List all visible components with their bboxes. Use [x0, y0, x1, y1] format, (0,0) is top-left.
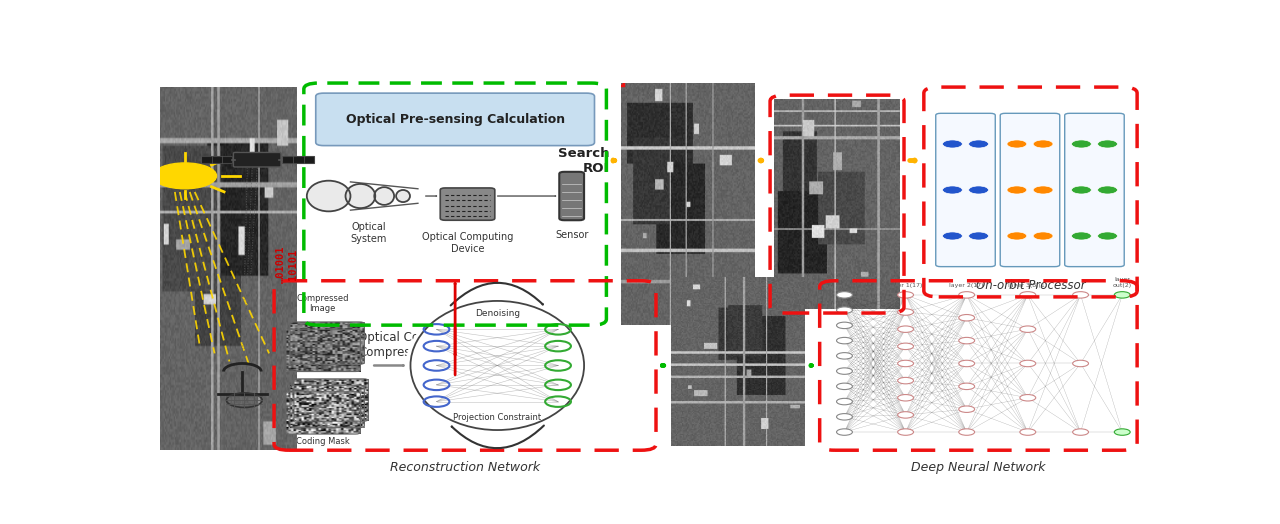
Circle shape [959, 360, 974, 367]
FancyBboxPatch shape [233, 152, 282, 167]
Circle shape [837, 429, 852, 435]
Circle shape [897, 309, 914, 315]
Circle shape [1020, 360, 1036, 367]
FancyBboxPatch shape [559, 172, 584, 220]
Circle shape [1098, 140, 1117, 148]
Circle shape [1115, 429, 1130, 435]
Circle shape [837, 368, 852, 374]
FancyBboxPatch shape [440, 188, 495, 220]
Text: layer 3(8)(1): layer 3(8)(1) [1009, 282, 1047, 288]
Circle shape [837, 413, 852, 420]
Circle shape [1020, 326, 1036, 332]
Circle shape [1071, 186, 1092, 194]
Circle shape [897, 412, 914, 418]
Circle shape [959, 292, 974, 298]
Circle shape [837, 398, 852, 405]
Circle shape [959, 337, 974, 344]
Circle shape [1020, 429, 1036, 435]
Text: Optical
System: Optical System [351, 222, 387, 244]
Circle shape [1007, 232, 1027, 240]
Text: Denoising: Denoising [475, 309, 520, 319]
Circle shape [959, 383, 974, 389]
Circle shape [897, 377, 914, 384]
Circle shape [1073, 429, 1088, 435]
Circle shape [1073, 292, 1088, 298]
Text: Compressed
Image: Compressed Image [297, 293, 349, 313]
Circle shape [1033, 140, 1053, 148]
Circle shape [837, 353, 852, 359]
Circle shape [837, 322, 852, 329]
Circle shape [1071, 232, 1092, 240]
Circle shape [897, 326, 914, 332]
Ellipse shape [307, 181, 351, 211]
Circle shape [959, 406, 974, 412]
Text: On-orbit Processor: On-orbit Processor [975, 279, 1085, 292]
Circle shape [942, 186, 963, 194]
Text: Sensor: Sensor [556, 231, 589, 241]
Bar [282, 156, 314, 163]
Circle shape [837, 307, 852, 313]
Circle shape [154, 163, 216, 189]
Circle shape [959, 314, 974, 321]
FancyBboxPatch shape [316, 93, 594, 146]
Text: Optical Coding
Compression: Optical Coding Compression [358, 331, 445, 358]
Circle shape [1033, 186, 1053, 194]
Text: Deep Neural Network: Deep Neural Network [911, 461, 1046, 474]
Text: Reconstruction Network: Reconstruction Network [390, 461, 540, 474]
Text: …01001
10101: …01001 10101 [276, 246, 298, 283]
Circle shape [897, 395, 914, 401]
Circle shape [837, 292, 852, 298]
Text: Projection Constraint: Projection Constraint [453, 412, 541, 422]
Bar [201, 156, 233, 163]
Circle shape [969, 186, 988, 194]
Circle shape [837, 337, 852, 344]
Circle shape [969, 140, 988, 148]
Circle shape [942, 140, 963, 148]
Circle shape [897, 360, 914, 367]
Circle shape [1115, 292, 1130, 298]
Circle shape [897, 292, 914, 298]
Circle shape [1020, 395, 1036, 401]
Circle shape [1073, 360, 1088, 367]
Ellipse shape [346, 184, 375, 208]
Circle shape [1098, 232, 1117, 240]
Circle shape [1007, 186, 1027, 194]
Circle shape [897, 343, 914, 350]
FancyBboxPatch shape [936, 113, 996, 267]
Text: Optical Pre-sensing Calculation: Optical Pre-sensing Calculation [346, 113, 564, 126]
FancyBboxPatch shape [1000, 113, 1060, 267]
Text: Search
ROI: Search ROI [558, 147, 609, 174]
Text: layer 2(17): layer 2(17) [950, 282, 984, 288]
Circle shape [959, 429, 974, 435]
Circle shape [1020, 292, 1036, 298]
Circle shape [1071, 140, 1092, 148]
Circle shape [942, 232, 963, 240]
FancyBboxPatch shape [1065, 113, 1124, 267]
Circle shape [969, 232, 988, 240]
Text: layer
out(2): layer out(2) [1112, 277, 1132, 288]
Text: layer 1(17): layer 1(17) [888, 282, 923, 288]
Text: Optical Computing
Device: Optical Computing Device [422, 232, 513, 254]
Ellipse shape [374, 187, 394, 205]
Circle shape [1098, 186, 1117, 194]
Circle shape [897, 429, 914, 435]
Ellipse shape [406, 299, 589, 432]
Circle shape [1007, 140, 1027, 148]
Circle shape [837, 383, 852, 389]
Circle shape [1033, 232, 1053, 240]
Ellipse shape [396, 190, 410, 202]
Text: Coding Mask: Coding Mask [296, 438, 349, 446]
